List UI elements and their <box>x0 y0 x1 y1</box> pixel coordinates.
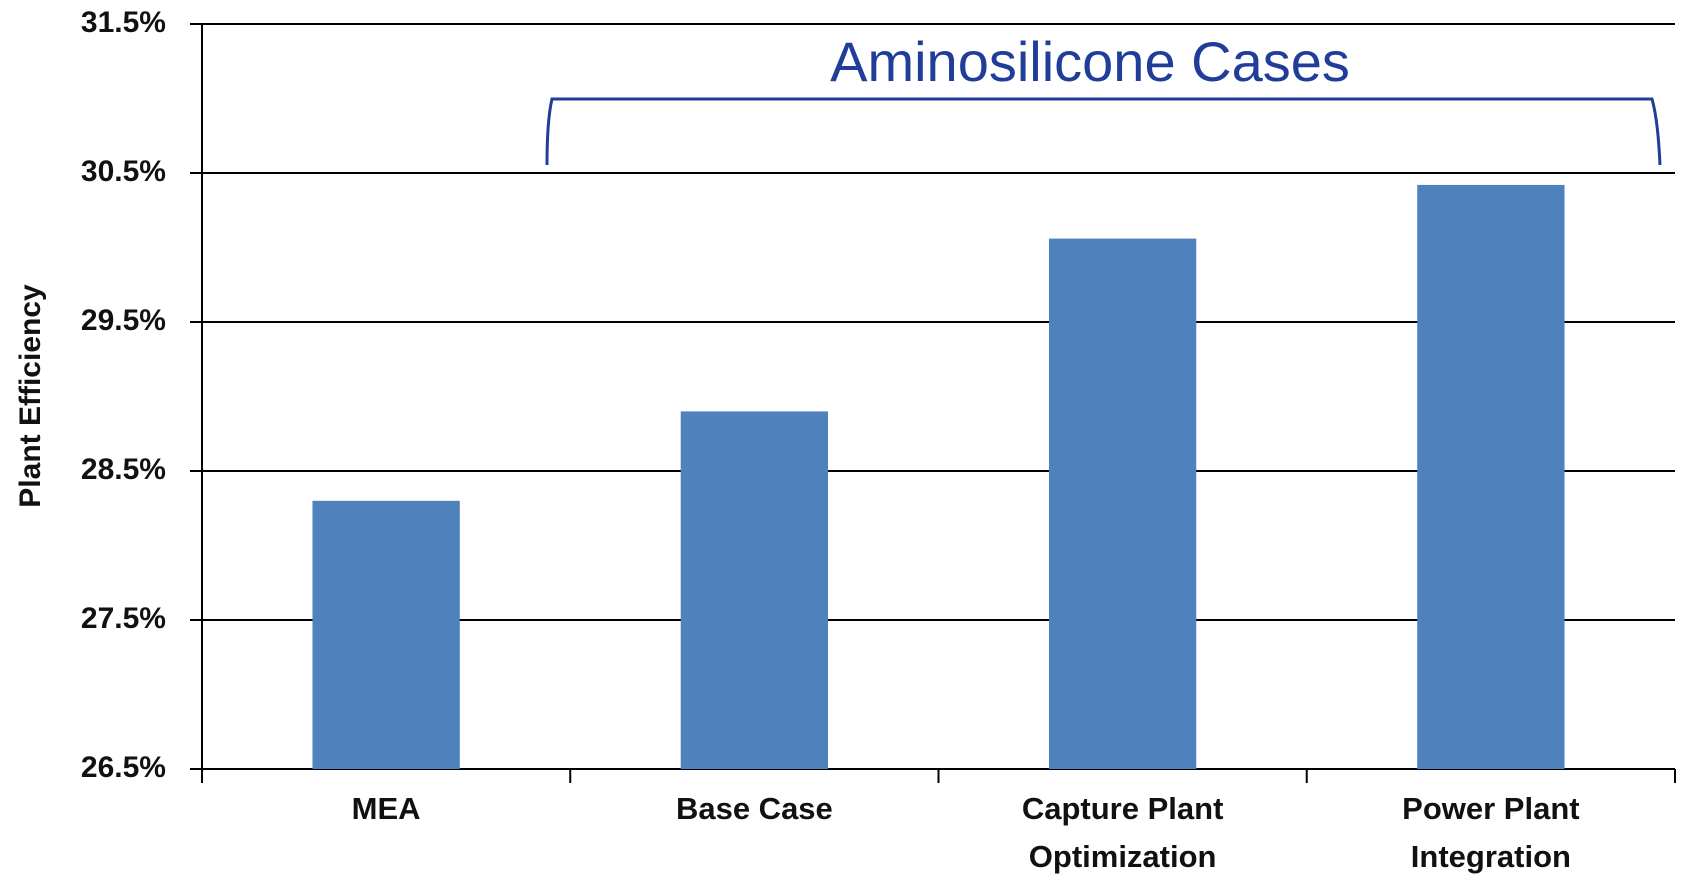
y-tick-label: 30.5% <box>81 155 166 188</box>
y-tick-label: 26.5% <box>81 751 166 784</box>
y-tick-label: 31.5% <box>81 6 166 39</box>
x-tick-label: Power Plant Integration <box>1402 791 1580 874</box>
bar <box>1417 184 1565 770</box>
x-tick-label: Capture Plant Optimization <box>1021 791 1224 874</box>
y-axis-label: Plant Efficiency <box>14 284 47 508</box>
annotation: Aminosilicone Cases <box>830 30 1350 93</box>
bar <box>312 500 460 769</box>
bar <box>1048 238 1197 769</box>
y-tick-label: 29.5% <box>81 304 166 337</box>
x-tick-label: MEA <box>351 791 421 826</box>
bracket <box>545 97 1662 166</box>
y-tick-label: 28.5% <box>81 453 166 486</box>
y-tick-label: 27.5% <box>81 602 166 635</box>
x-tick-label: Base Case <box>675 791 833 826</box>
bar <box>680 411 829 769</box>
